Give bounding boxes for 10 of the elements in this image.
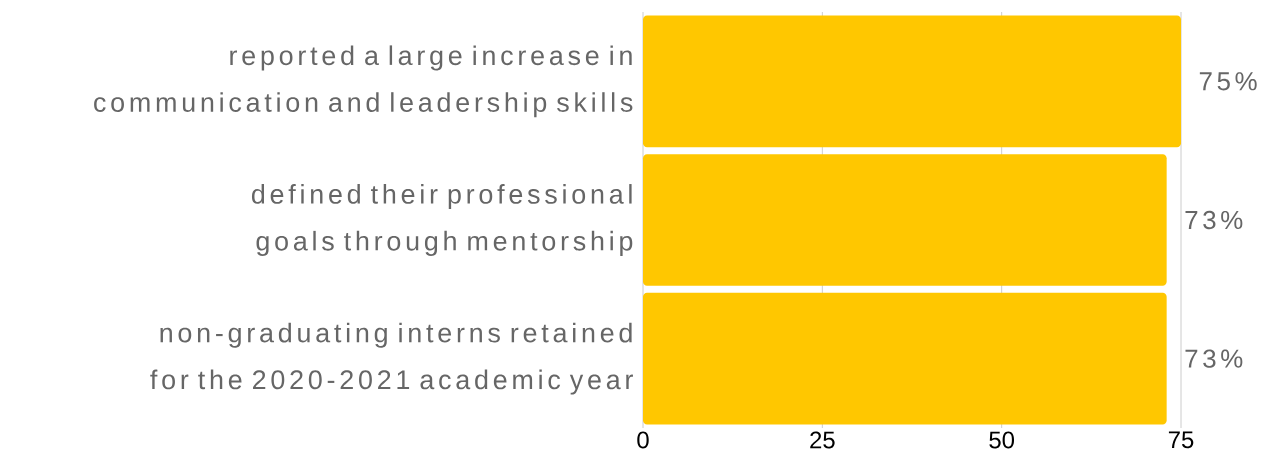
data-label: 73% — [1185, 210, 1243, 230]
y-tick-label: defined their professional goals through mentorship — [251, 184, 633, 256]
y-tick-label: non-graduating interns retained for the 2020-2021 academic year — [150, 322, 633, 395]
x-tick-label: 0 — [637, 431, 649, 449]
y-tick-label: reported a large increase in communication and leadership skills — [94, 45, 633, 118]
data-label: 73% — [1185, 349, 1243, 368]
x-tick-label: 50 — [989, 431, 1015, 449]
data-label: 75% — [1199, 72, 1257, 91]
x-tick-label: 75 — [1168, 431, 1194, 449]
x-tick-label: 25 — [810, 431, 835, 449]
